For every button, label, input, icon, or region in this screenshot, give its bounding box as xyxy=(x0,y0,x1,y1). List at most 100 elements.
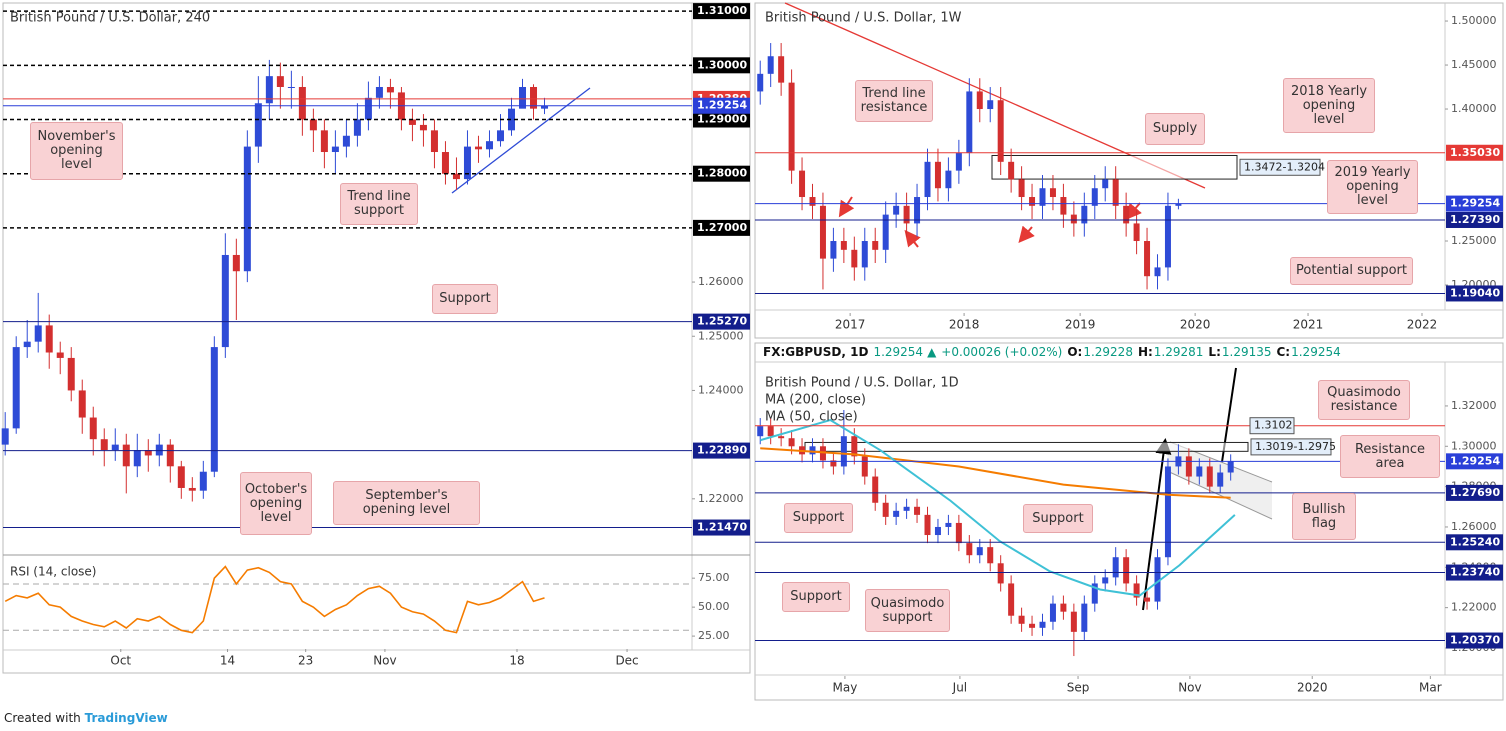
y-tick-label: 1.50000 xyxy=(1451,14,1497,27)
ohlc-value: 1.29254 xyxy=(1291,345,1341,359)
x-tick-label: Oct xyxy=(110,654,131,668)
x-tick-label: Mar xyxy=(1419,681,1442,695)
candle-body xyxy=(840,436,847,467)
candle-body xyxy=(408,119,416,125)
level-label-box xyxy=(1446,195,1503,212)
callout: Support xyxy=(1023,504,1093,533)
candle-body xyxy=(997,563,1004,584)
ohlc-label: C: xyxy=(1277,345,1291,359)
x-tick-label: May xyxy=(833,681,858,695)
candle-body xyxy=(1060,197,1067,215)
candle-body xyxy=(1133,223,1140,242)
level-label-box xyxy=(1446,211,1503,228)
candle-body xyxy=(778,56,785,83)
candle-body xyxy=(1112,179,1119,206)
level-label-box xyxy=(1446,453,1503,470)
footer: Created with TradingView xyxy=(4,711,168,725)
candle-body xyxy=(1196,466,1203,477)
level-label: 1.3102 xyxy=(1254,419,1293,432)
candle-body xyxy=(287,86,295,88)
candle-body xyxy=(1049,188,1056,198)
arrow xyxy=(1125,202,1142,221)
candle-body xyxy=(463,146,471,180)
candle-body xyxy=(987,547,994,564)
level-label-box xyxy=(693,519,750,536)
x-tick-label: Dec xyxy=(615,654,638,668)
candle-body xyxy=(452,173,460,180)
zone xyxy=(991,154,1238,180)
candle-body xyxy=(353,119,361,136)
candle-body xyxy=(1227,461,1234,473)
candle-body xyxy=(1112,557,1119,578)
candle-body xyxy=(1206,466,1213,487)
y-tick-label: 1.40000 xyxy=(1451,102,1497,115)
level-label-box xyxy=(1446,534,1503,551)
candle-body xyxy=(830,460,837,467)
candle-body xyxy=(1217,472,1224,487)
candle-body xyxy=(1091,188,1098,206)
y-tick-label: 1.26000 xyxy=(698,275,744,288)
candle-body xyxy=(851,436,858,457)
ohlc-label: L: xyxy=(1208,345,1220,359)
legend-entry: MA (200, close) xyxy=(765,393,866,408)
candle-body xyxy=(485,141,493,150)
candle-body xyxy=(1049,603,1056,622)
zone-label-box xyxy=(1239,158,1321,176)
candle-body xyxy=(767,426,774,437)
candle-body xyxy=(1029,197,1036,206)
y-tick-label: 1.45000 xyxy=(1451,58,1497,71)
callout: September's opening level xyxy=(333,481,480,525)
candle-body xyxy=(386,86,394,93)
candle-body xyxy=(1164,466,1171,558)
candle-body xyxy=(872,241,879,250)
candle-body xyxy=(955,522,962,544)
candle-body xyxy=(122,444,130,467)
callout: Quasimodo resistance xyxy=(1318,380,1410,420)
candle-body xyxy=(1154,557,1161,602)
callout: Support xyxy=(782,582,850,612)
ohlc-value: 1.29281 xyxy=(1154,345,1204,359)
candle-body xyxy=(1039,621,1046,628)
candle-body xyxy=(530,86,538,109)
candle-body xyxy=(1008,583,1015,616)
callout: Trend line support xyxy=(340,183,418,225)
level-label: 1.29254 xyxy=(697,99,747,112)
candle-body xyxy=(243,146,251,272)
level-label: 1.27390 xyxy=(1450,213,1500,226)
level-label-box xyxy=(693,57,750,74)
candle-body xyxy=(1039,188,1046,206)
rsi-label: RSI (14, close) xyxy=(10,565,96,579)
candle-body xyxy=(757,73,764,92)
panel-frame xyxy=(2,2,751,674)
candle-body xyxy=(56,352,64,358)
x-tick-label: Sep xyxy=(1067,681,1090,695)
x-tick-label: Jul xyxy=(952,681,967,695)
candle-body xyxy=(298,86,306,120)
candle-body xyxy=(1070,214,1077,224)
y-tick-label: 1.22000 xyxy=(1451,601,1497,614)
y-tick-label: 75.00 xyxy=(698,571,730,584)
candle-body xyxy=(872,476,879,503)
candle-body xyxy=(1123,557,1130,584)
candle-body xyxy=(788,82,795,171)
y-tick-label: 1.25000 xyxy=(1451,234,1497,247)
candle-body xyxy=(1133,583,1140,598)
candle-body xyxy=(1081,205,1088,224)
price: 1.29254 xyxy=(873,345,923,359)
candle-body xyxy=(987,100,994,110)
level-label-box xyxy=(693,219,750,236)
callout: Quasimodo support xyxy=(865,589,950,632)
level-label: 1.29254 xyxy=(1450,197,1500,210)
candle-body xyxy=(45,325,53,353)
arrow xyxy=(1018,225,1035,244)
candle-body xyxy=(111,444,119,451)
candle-body xyxy=(1164,205,1171,268)
candle-body xyxy=(840,241,847,250)
candle-body xyxy=(934,161,941,189)
candle-body xyxy=(1102,179,1109,189)
level-label-box xyxy=(1446,632,1503,649)
candle-body xyxy=(496,130,504,142)
x-tick-label: 2020 xyxy=(1180,318,1211,332)
candle-body xyxy=(778,436,785,439)
